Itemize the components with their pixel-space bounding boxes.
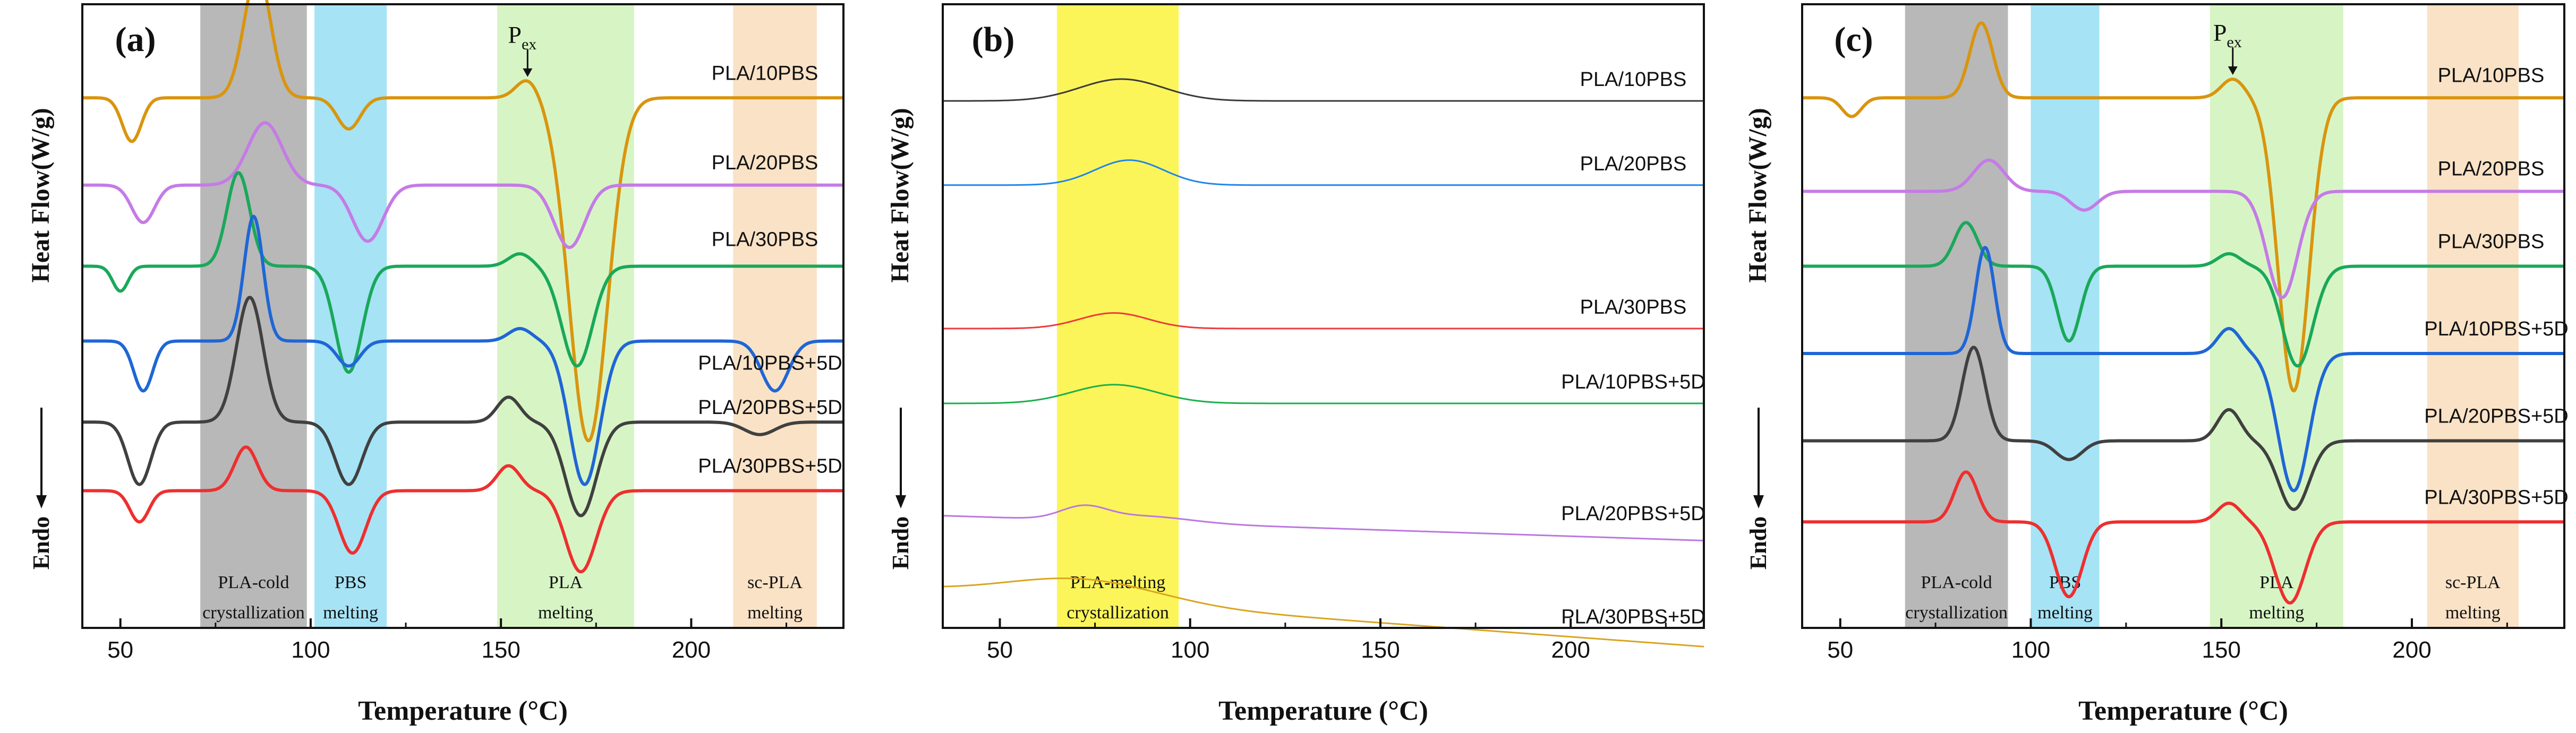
series-line	[81, 214, 845, 486]
series-line	[1801, 21, 2565, 393]
panel-label: (a)	[115, 20, 156, 59]
series-line	[943, 78, 1704, 102]
region-label: sc-PLA	[747, 573, 803, 592]
series-label: PLA/30PBS	[1580, 296, 1687, 318]
series-label: PLA/20PBS+5D	[2424, 406, 2568, 428]
region-label: crystallization	[1905, 603, 2008, 623]
region-label: melting	[2445, 603, 2501, 623]
endo-arrow-head	[1753, 495, 1764, 508]
y-axis-title: Heat Flow(W/g)	[886, 108, 914, 282]
panel-label: (b)	[972, 20, 1015, 59]
series-line	[1801, 221, 2565, 368]
x-axis-title: Temperature (°C)	[358, 696, 568, 726]
region-band	[2210, 4, 2343, 628]
x-tick-label: 150	[481, 637, 520, 663]
region-band	[2031, 4, 2100, 628]
series-line	[943, 312, 1704, 330]
x-tick-label: 50	[107, 637, 133, 663]
region-band	[2427, 4, 2519, 628]
region-label: PLA-cold	[1921, 573, 1992, 592]
annotation-arrow-head	[2228, 66, 2238, 75]
series-line	[81, 296, 845, 518]
series-line	[943, 384, 1704, 404]
x-tick-label: 50	[1827, 637, 1853, 663]
region-band	[733, 4, 817, 628]
region-band	[1056, 4, 1179, 628]
series-line	[81, 445, 845, 574]
region-label: PBS	[335, 573, 367, 592]
x-tick-label: 150	[1361, 637, 1400, 663]
series-label: PLA/30PBS	[712, 229, 818, 251]
x-tick-label: 200	[1551, 637, 1590, 663]
x-tick-label: 100	[291, 637, 330, 663]
series-label: PLA/30PBS+5D	[698, 455, 842, 478]
region-band	[314, 4, 387, 628]
x-axis-title: Temperature (°C)	[1218, 696, 1428, 726]
series-label: PLA/10PBS+5D	[1561, 371, 1705, 393]
series-line	[81, 171, 845, 374]
endo-arrow-head	[36, 495, 47, 508]
series-line	[942, 577, 1704, 648]
series-line	[942, 504, 1704, 541]
panel-label: (c)	[1834, 20, 1873, 59]
x-tick-label: 50	[987, 637, 1013, 663]
region-label: crystallization	[1067, 603, 1169, 623]
region-label: melting	[747, 603, 803, 623]
series-label: PLA/10PBS	[2438, 64, 2545, 87]
endo-label: Endo	[1745, 516, 1771, 570]
plot-frame	[81, 3, 845, 629]
series-label: PLA/10PBS	[1580, 68, 1687, 91]
series-label: PLA/10PBS+5D	[2424, 318, 2568, 340]
series-label: PLA/20PBS+5D	[698, 396, 842, 419]
endo-label: Endo	[28, 516, 54, 570]
x-tick-label: 200	[672, 637, 711, 663]
series-line	[1801, 470, 2565, 605]
series-label: PLA/20PBS	[2438, 158, 2545, 180]
region-label: PLA-melting	[1070, 573, 1165, 592]
region-label: melting	[2037, 603, 2093, 623]
region-label: PLA	[549, 573, 583, 592]
series-line	[1801, 346, 2565, 511]
series-label: PLA/30PBS	[2438, 231, 2545, 253]
region-band	[497, 4, 634, 628]
series-line	[81, 121, 845, 249]
region-label: PLA-cold	[218, 573, 289, 592]
annotation-arrow-head	[523, 68, 533, 77]
region-band	[1905, 4, 2008, 628]
series-label: PLA/20PBS	[712, 152, 818, 174]
series-line	[81, 0, 845, 443]
region-band	[200, 4, 307, 628]
y-axis-title: Heat Flow(W/g)	[1744, 108, 1772, 282]
region-label: melting	[2249, 603, 2304, 623]
panel-2: PLA-coldcrystallizationPBSmeltingPLAmelt…	[1744, 3, 2569, 726]
endo-arrow-head	[895, 495, 906, 508]
plot-frame	[1801, 3, 2565, 629]
series-label: PLA/20PBS+5D	[1561, 503, 1705, 525]
panel-0: PLA-cold crystallization PBS melting PLA melt…	[27, 0, 845, 726]
endo-label: Endo	[888, 516, 914, 570]
series-label: PLA/10PBS+5D	[698, 352, 842, 375]
region-label: melting	[538, 603, 593, 623]
annotation-label: Pex	[508, 21, 536, 53]
series-label: PLA/30PBS+5D	[2424, 486, 2568, 508]
x-tick-label: 100	[2011, 637, 2050, 663]
x-tick-label: 100	[1171, 637, 1209, 663]
region-label: crystallization	[202, 603, 305, 623]
series-line	[943, 159, 1704, 186]
y-axis-title: Heat Flow(W/g)	[27, 108, 55, 282]
plot-frame	[942, 3, 1705, 629]
x-tick-label: 200	[2392, 637, 2431, 663]
region-label: melting	[323, 603, 378, 623]
series-label: PLA/10PBS	[712, 62, 818, 84]
series-label: PLA/30PBS+5D	[1561, 606, 1705, 628]
x-tick-label: 150	[2202, 637, 2241, 663]
panel-1: PLA-melting crystallization PLA/10PBS PLA/2…	[886, 3, 1705, 726]
x-axis-title: Temperature (°C)	[2078, 696, 2288, 726]
series-line	[1801, 246, 2565, 493]
region-label: sc-PLA	[2445, 573, 2501, 592]
series-line	[1801, 158, 2565, 299]
series-label: PLA/20PBS	[1580, 153, 1687, 175]
